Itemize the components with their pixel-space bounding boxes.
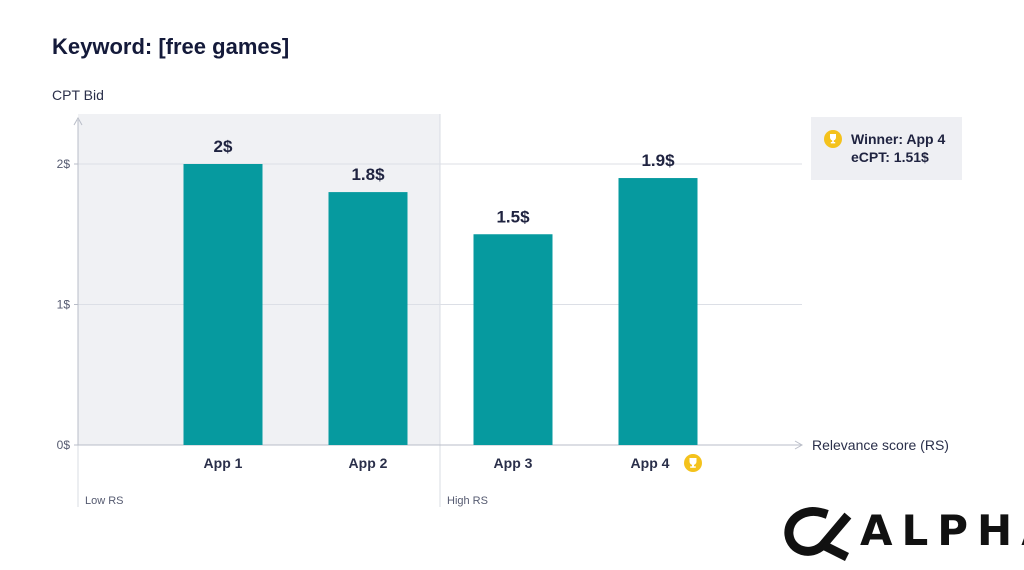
x-tick-label: App 4 bbox=[631, 455, 670, 471]
y-axis-label: CPT Bid bbox=[52, 87, 104, 103]
region-label-high: High RS bbox=[447, 495, 488, 507]
trophy-base bbox=[690, 466, 696, 468]
bar bbox=[618, 178, 698, 446]
x-tick-label: App 1 bbox=[204, 455, 243, 471]
data-label: 1.8$ bbox=[351, 165, 385, 184]
chart-title: Keyword: [free games] bbox=[52, 34, 290, 59]
x-tick-label: App 2 bbox=[349, 455, 388, 471]
y-tick-label: 1$ bbox=[57, 298, 71, 312]
y-tick-label: 2$ bbox=[57, 157, 71, 171]
trophy-stem bbox=[692, 464, 694, 467]
alpha-symbol-icon bbox=[784, 507, 852, 561]
x-axis-label: Relevance score (RS) bbox=[812, 437, 949, 453]
data-label: 1.9$ bbox=[641, 151, 675, 170]
logo-text: ALPHA bbox=[860, 506, 1024, 555]
y-tick-label: 0$ bbox=[57, 438, 71, 452]
bar bbox=[473, 234, 553, 445]
winner-label: Winner: App 4 bbox=[851, 131, 946, 147]
y-axis-arrow bbox=[73, 116, 83, 126]
data-label: 1.5$ bbox=[496, 207, 530, 226]
winner-legend: Winner: App 4 eCPT: 1.51$ bbox=[811, 117, 962, 180]
trophy-icon bbox=[824, 130, 842, 148]
trophy-cup bbox=[689, 458, 697, 465]
region-label-low: Low RS bbox=[85, 495, 124, 507]
x-axis-arrow bbox=[794, 440, 804, 450]
bar bbox=[328, 192, 408, 445]
bar bbox=[183, 164, 263, 445]
x-tick-label: App 3 bbox=[494, 455, 533, 471]
data-label: 2$ bbox=[214, 137, 233, 156]
ecpt-label: eCPT: 1.51$ bbox=[851, 149, 929, 165]
